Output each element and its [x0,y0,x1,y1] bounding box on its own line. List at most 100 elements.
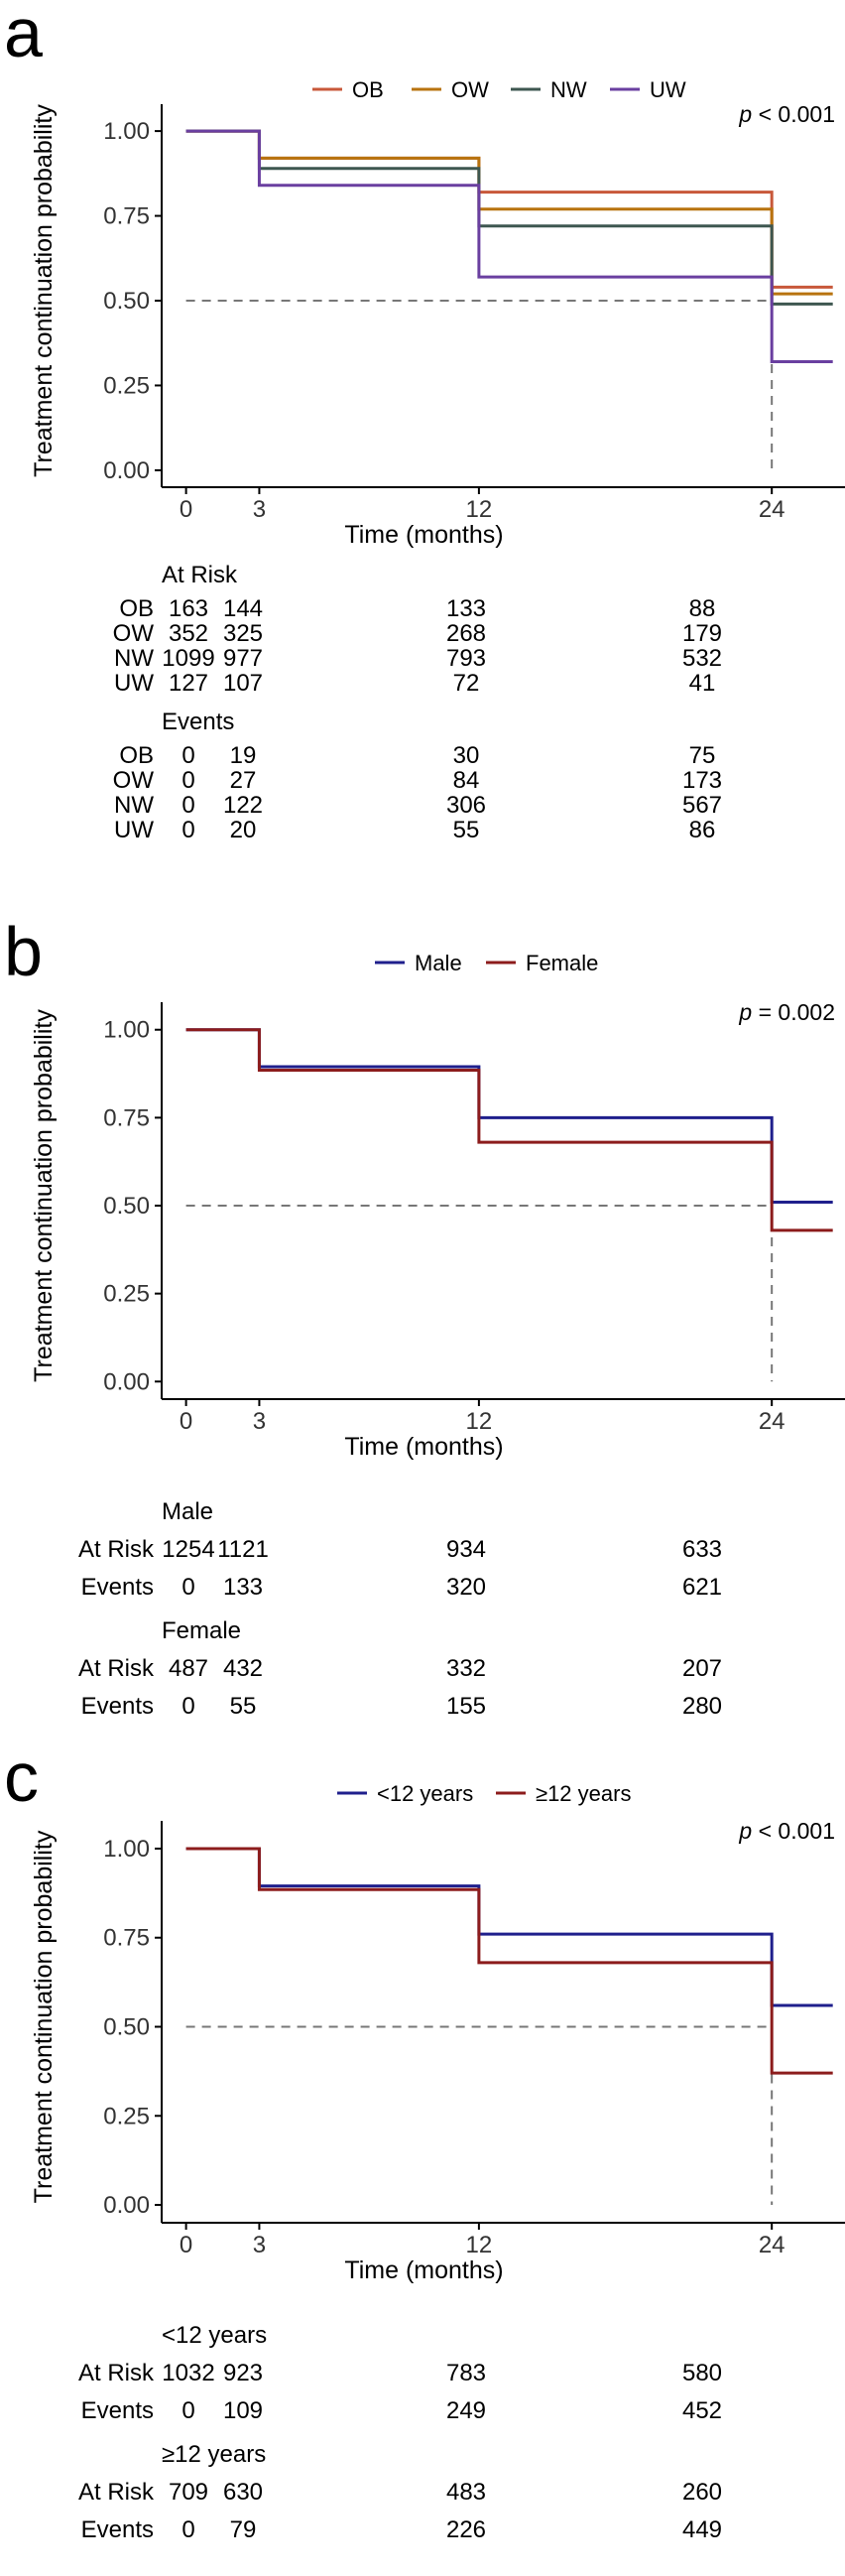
table-block-title: <12 years [162,2322,268,2349]
table-cell: 88 [688,595,716,622]
p-value: p < 0.001 [738,1818,835,1844]
table-cell: 325 [222,620,264,647]
p-value: p < 0.001 [738,101,835,127]
panel-letter: c [4,1739,39,1816]
table-cell: 41 [688,670,716,697]
y-axis-label: Treatment continuation probability [30,1009,58,1382]
table-cell: 55 [229,1693,257,1720]
legend-label: UW [650,77,686,102]
series-line-female [185,1028,833,1232]
survival-chart-a: OB OW NW UW p < 0.001 0.00 0.25 0.50 0.75 1.00 0 3 1… [30,77,845,549]
table-cell: 0 [181,742,195,769]
table-cell: 249 [445,2397,487,2424]
table-row-label: OW [112,620,154,647]
table-cell: 633 [681,1536,723,1563]
x-tick-label: 24 [759,496,785,523]
table-row-label: Events [80,2516,154,2543]
table-cell: 432 [222,1655,264,1682]
table-cell: 72 [452,670,480,697]
table-cell: 268 [445,620,487,647]
table-cell: 306 [445,792,487,819]
table-cell: 934 [445,1536,487,1563]
x-tick-label: 12 [466,496,493,523]
risk-table-c: <12 years At Risk 1032 923 783 580 Events 0 109 2… [0,2302,845,2576]
table-cell: 923 [222,2360,264,2386]
table-cell: 55 [452,817,480,843]
table-cell: 1121 [217,1536,269,1563]
table-cell: 107 [222,670,264,697]
legend-label: Female [526,951,598,975]
table-cell: 449 [681,2516,723,2543]
table-cell: 783 [445,2360,487,2386]
table-cell: 0 [181,767,195,794]
x-tick-label: 3 [253,1408,266,1435]
p-value: p = 0.002 [738,999,835,1025]
y-tick-label: 0.25 [103,372,150,399]
table-cell: 133 [222,1574,264,1601]
table-cell: 207 [681,1655,723,1682]
table-block-title: Female [162,1617,242,1644]
y-tick-label: 1.00 [103,1836,150,1863]
table-cell: 19 [229,742,257,769]
table-cell: 1032 [162,2360,215,2386]
series-line-male [185,1028,833,1204]
table-row-label: At Risk [77,2360,154,2386]
x-axis-label: Time (months) [344,1433,503,1461]
survival-chart-c: <12 years ≥12 years p < 0.001 0.00 0.25 0.50 0… [30,1781,845,2284]
y-tick-label: 0.75 [103,203,150,230]
table-row-label: OB [119,595,154,622]
y-tick-label: 0.75 [103,1104,150,1131]
x-tick-label: 12 [466,2232,493,2258]
table-cell: 163 [168,595,209,622]
table-cell: 621 [681,1574,723,1601]
x-tick-label: 0 [180,2232,192,2258]
table-cell: 352 [168,620,209,647]
table-cell: 1254 [162,1536,215,1563]
table-cell: 20 [229,817,257,843]
table-cell: 0 [181,1693,195,1720]
panel-b: b Male Female p = 0.002 0.00 0.25 0.50 0.75 1.0… [0,917,845,1746]
table-cell: 580 [681,2360,723,2386]
y-tick-label: 0.25 [103,2103,150,2129]
table-block-title: At Risk [162,562,238,588]
legend-label: ≥12 years [536,1781,631,1806]
table-row-label: UW [114,670,154,697]
table-cell: 0 [181,817,195,843]
table-cell: 280 [681,1693,723,1720]
table-row-label: At Risk [77,2479,154,2506]
table-cell: 133 [445,595,487,622]
table-cell: 0 [181,2397,195,2424]
table-cell: 179 [681,620,723,647]
table-row-label: At Risk [77,1655,154,1682]
y-axis-label: Treatment continuation probability [30,104,58,477]
y-axis-label: Treatment continuation probability [30,1830,58,2203]
table-block-title: Male [162,1498,214,1525]
table-cell: 226 [445,2516,487,2543]
y-tick-label: 0.00 [103,457,150,484]
table-row-label: Events [80,1574,154,1601]
panel-a: a OB OW NW UW p < 0.001 0.00 0.25 0.50 0.75 1.00 0… [0,0,845,923]
table-cell: 109 [222,2397,264,2424]
table-row-label: OW [112,767,154,794]
x-tick-label: 3 [253,496,266,523]
x-tick-label: 0 [180,496,192,523]
legend-label: <12 years [377,1781,473,1806]
table-row-label: NW [114,792,154,819]
table-row-label: At Risk [77,1536,154,1563]
legend-label: Male [415,951,462,975]
table-cell: 79 [229,2516,257,2543]
survival-chart-b: Male Female p = 0.002 0.00 0.25 0.50 0.75 1.00 0… [30,951,845,1461]
table-cell: 1099 [162,645,215,672]
table-cell: 0 [181,1574,195,1601]
table-cell: 260 [681,2479,723,2506]
table-cell: 709 [168,2479,209,2506]
legend-label: OB [352,77,384,102]
risk-table-b: Male At Risk 1254 1121 934 633 Events 0 133 320 62… [0,1479,845,1746]
table-cell: 567 [681,792,723,819]
table-cell: 0 [181,2516,195,2543]
table-row-label: UW [114,817,154,843]
table-cell: 84 [452,767,480,794]
table-cell: 320 [445,1574,487,1601]
table-cell: 532 [681,645,723,672]
table-row-label: Events [80,1693,154,1720]
